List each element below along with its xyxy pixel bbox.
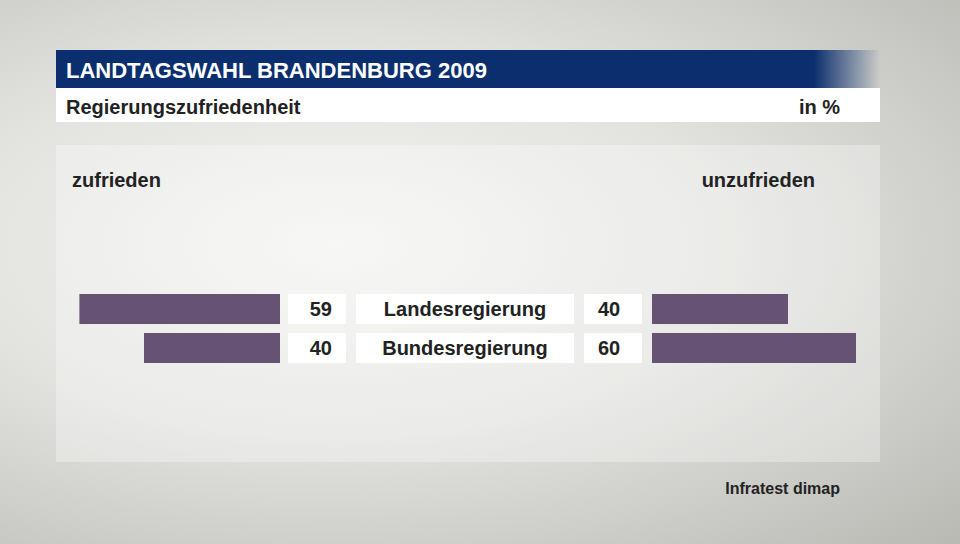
series-label: zufrieden — [72, 169, 161, 191]
data-label: 59 — [310, 298, 332, 320]
title-bar — [56, 50, 880, 88]
subtitle: Regierungszufriedenheit — [66, 96, 301, 118]
category-label: Landesregierung — [384, 298, 546, 320]
category-label: Bundesregierung — [382, 337, 548, 359]
bars — [79, 294, 856, 363]
subtitle-bar — [56, 88, 880, 122]
bar — [79, 294, 280, 324]
bar — [652, 294, 788, 324]
bar — [652, 333, 856, 363]
label-box — [584, 294, 642, 324]
chart: LANDTAGSWAHL BRANDENBURG 2009 Regierungsz… — [0, 0, 960, 544]
series-label: unzufrieden — [702, 169, 815, 191]
label-box — [356, 333, 574, 363]
source: Infratest dimap — [725, 480, 840, 497]
label-box — [356, 294, 574, 324]
labels: 59 40 Landesregierung 40 60 Bundesregierung — [288, 294, 642, 363]
unit-label: in % — [799, 96, 840, 118]
label-box — [584, 333, 642, 363]
data-label: 40 — [310, 337, 332, 359]
panel — [56, 145, 880, 462]
label-box — [288, 333, 346, 363]
label-box — [288, 294, 346, 324]
bar — [144, 333, 280, 363]
data-label: 60 — [598, 337, 620, 359]
data-label: 40 — [598, 298, 620, 320]
title: LANDTAGSWAHL BRANDENBURG 2009 — [66, 58, 487, 83]
